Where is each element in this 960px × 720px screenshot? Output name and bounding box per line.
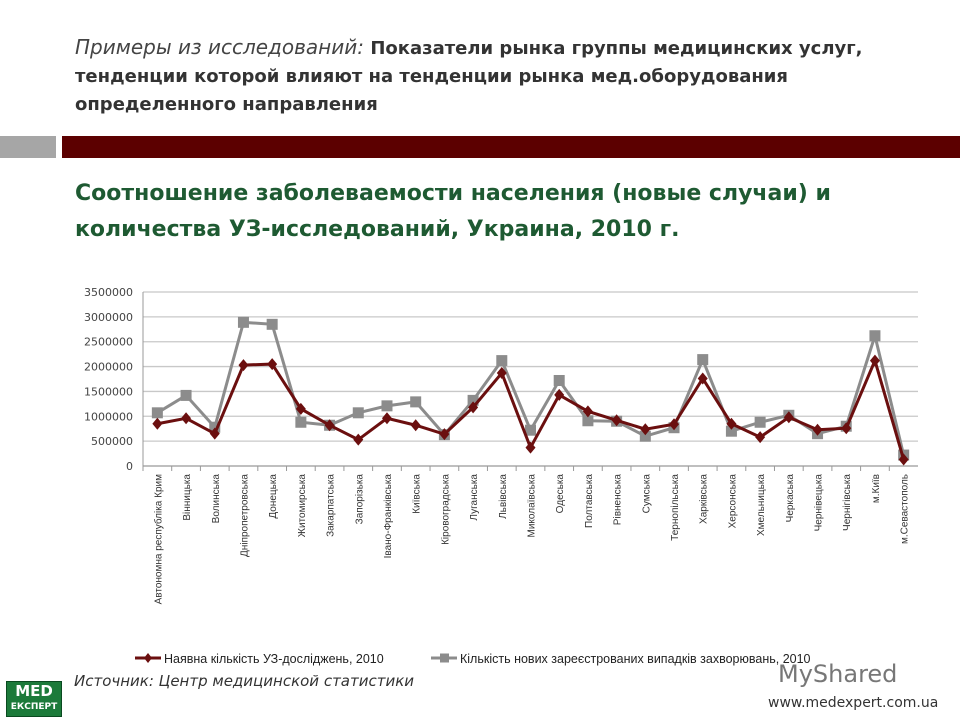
data-point-square [467, 394, 479, 406]
data-point-diamond [209, 427, 220, 440]
x-tick-label: Вінницька [182, 474, 193, 521]
y-tick-label: 2500000 [84, 336, 133, 349]
data-point-diamond [582, 405, 593, 418]
data-point-square [697, 354, 709, 366]
x-tick-label: Черкаська [785, 474, 796, 523]
x-tick-label: Волинська [211, 474, 222, 524]
y-tick-label: 3500000 [84, 286, 133, 299]
x-tick-label: Тернопільська [670, 474, 681, 541]
x-tick-label: м.Київ [871, 474, 882, 503]
data-point-square [869, 330, 881, 342]
data-point-diamond [324, 419, 335, 432]
data-point-square [266, 318, 278, 330]
data-point-diamond [410, 419, 421, 432]
x-tick-label: Дніпропетровська [239, 474, 250, 557]
data-point-diamond [267, 358, 278, 371]
x-tick-label: Чернівецька [814, 474, 825, 532]
y-tick-label: 1000000 [84, 410, 133, 423]
data-point-diamond [783, 411, 794, 424]
data-point-diamond [841, 422, 852, 435]
data-point-diamond [353, 433, 364, 446]
medexpert-logo: MED ЕКСПЕРТ [6, 681, 62, 717]
data-point-diamond [812, 423, 823, 436]
data-point-square [754, 416, 766, 428]
data-point-diamond [697, 372, 708, 385]
legend-label: Наявна кількість УЗ-досліджень, 2010 [164, 652, 384, 666]
data-point-square [553, 374, 565, 386]
x-tick-label: Луганська [469, 474, 480, 521]
x-tick-label: Херсонська [727, 474, 738, 529]
data-point-diamond [554, 388, 565, 401]
data-point-diamond [669, 418, 680, 431]
x-tick-label: Полтавська [584, 474, 595, 528]
data-point-square [209, 421, 221, 433]
data-point-diamond [439, 428, 450, 441]
legend-marker-square [440, 653, 449, 663]
x-tick-label: Запорізька [354, 474, 365, 525]
x-tick-label: Львівська [498, 474, 509, 519]
data-point-square [295, 416, 307, 428]
y-tick-label: 1500000 [84, 385, 133, 398]
y-tick-label: 2000000 [84, 361, 133, 374]
data-point-square [582, 415, 594, 427]
x-tick-label: Івано-Франківська [383, 474, 394, 559]
x-tick-label: Чернігівська [842, 474, 853, 531]
data-point-square [725, 425, 737, 437]
data-point-square [496, 355, 508, 367]
data-point-square [151, 407, 163, 419]
site-url: www.medexpert.com.ua [768, 695, 939, 711]
x-tick-label: Житомирська [297, 474, 308, 538]
legend-marker-diamond [144, 653, 152, 663]
data-point-diamond [755, 431, 766, 444]
data-point-diamond [152, 417, 163, 430]
source-note: Источник: Центр медицинской статистики [74, 672, 415, 690]
x-tick-label: Київська [412, 474, 423, 514]
data-point-diamond [468, 401, 479, 414]
x-tick-label: Рівненська [613, 474, 624, 526]
x-tick-label: Одеська [555, 474, 566, 514]
x-tick-label: м.Севастополь [900, 474, 911, 544]
y-tick-label: 0 [126, 460, 133, 473]
watermark: MyShared [778, 660, 898, 688]
data-point-square [180, 389, 192, 401]
data-point-square [352, 407, 364, 419]
data-point-diamond [295, 402, 306, 415]
header-divider-red [62, 136, 960, 158]
data-point-diamond [238, 359, 249, 372]
data-point-square [525, 424, 536, 436]
data-point-diamond [898, 453, 909, 466]
header-bold: Показатели рынка группы медицинских услу… [75, 38, 863, 115]
data-point-square [381, 400, 393, 412]
data-point-diamond [726, 417, 737, 430]
data-point-diamond [381, 412, 392, 425]
x-tick-label: Закарпатська [326, 474, 337, 537]
header-italic: Примеры из исследований: [75, 35, 364, 59]
data-point-square [410, 396, 422, 408]
data-point-square [639, 430, 651, 442]
legend-label: Кількість нових зареєстрованих випадків … [460, 652, 811, 666]
x-tick-label: Харківська [699, 474, 710, 524]
x-tick-label: Кіровоградська [440, 474, 451, 545]
data-point-diamond [869, 354, 880, 367]
y-tick-label: 500000 [91, 435, 133, 448]
data-point-diamond [640, 423, 651, 436]
data-point-diamond [496, 367, 507, 380]
data-point-diamond [611, 414, 622, 427]
slide-header: Примеры из исследований: Показатели рынк… [75, 34, 935, 118]
data-point-diamond [181, 412, 192, 425]
data-point-square [237, 316, 249, 328]
x-tick-label: Сумська [641, 474, 652, 514]
y-tick-label: 3000000 [84, 311, 133, 324]
header-divider-gray [0, 136, 56, 158]
x-tick-label: Миколаївська [527, 474, 538, 538]
chart-title: Соотношение заболеваемости населения (но… [75, 181, 831, 242]
x-tick-label: Донецька [268, 474, 279, 519]
x-tick-label: Хмельницька [756, 474, 767, 536]
x-tick-label: Автономна республіка Крим [152, 474, 164, 605]
data-point-diamond [525, 441, 536, 454]
